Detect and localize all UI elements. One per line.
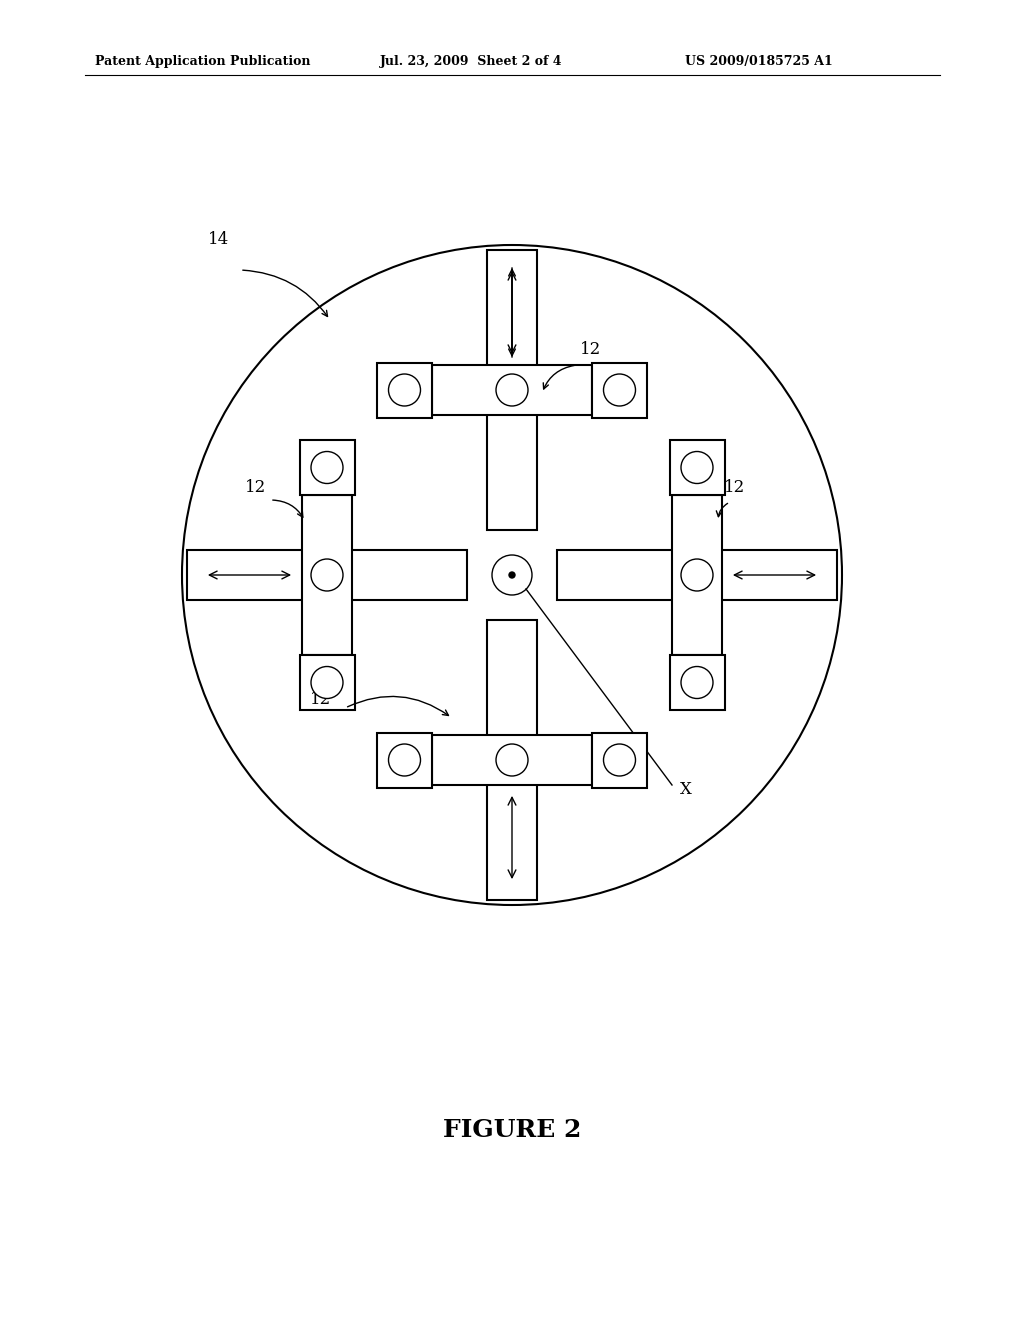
Circle shape [681,451,713,483]
Bar [187,550,467,601]
Text: 12: 12 [310,692,331,709]
Text: US 2009/0185725 A1: US 2009/0185725 A1 [685,55,833,69]
Bar [670,655,725,710]
Bar [487,249,537,531]
Circle shape [388,744,421,776]
Circle shape [311,558,343,591]
Circle shape [603,374,636,407]
Bar [557,550,837,601]
Bar [592,363,647,417]
Bar [672,495,722,655]
Text: FIGURE 2: FIGURE 2 [442,1118,582,1142]
Bar [299,440,354,495]
Bar [670,440,725,495]
Circle shape [311,451,343,483]
Bar [299,655,354,710]
Bar [377,733,432,788]
Text: X: X [680,781,692,799]
Circle shape [603,744,636,776]
Bar [377,363,432,417]
Bar [487,620,537,900]
Circle shape [681,667,713,698]
Text: 14: 14 [208,231,229,248]
Circle shape [509,572,515,578]
Circle shape [311,667,343,698]
Bar [592,733,647,788]
Circle shape [388,374,421,407]
Text: 12: 12 [580,342,601,359]
Text: Jul. 23, 2009  Sheet 2 of 4: Jul. 23, 2009 Sheet 2 of 4 [380,55,562,69]
Bar [432,366,592,414]
Text: Patent Application Publication: Patent Application Publication [95,55,310,69]
Bar [302,495,352,655]
Text: 12: 12 [724,479,745,496]
Text: 12: 12 [245,479,266,496]
Bar [432,735,592,785]
Circle shape [681,558,713,591]
Circle shape [496,374,528,407]
Circle shape [496,744,528,776]
